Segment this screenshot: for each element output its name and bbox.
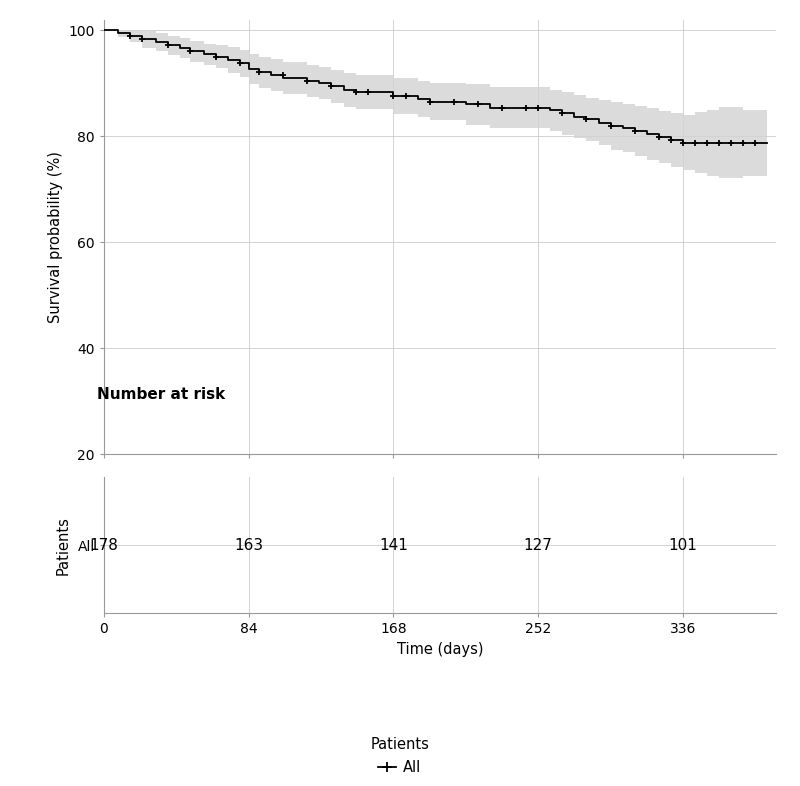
Y-axis label: Patients: Patients (56, 516, 70, 575)
Text: Number at risk: Number at risk (98, 387, 226, 402)
Text: 101: 101 (669, 538, 698, 553)
Text: 178: 178 (90, 538, 118, 553)
X-axis label: Time (days): Time (days) (397, 641, 483, 656)
Legend: All: All (370, 737, 430, 775)
Text: 127: 127 (524, 538, 553, 553)
Text: 141: 141 (379, 538, 408, 553)
Y-axis label: Survival probability (%): Survival probability (%) (48, 151, 63, 323)
Text: 163: 163 (234, 538, 263, 553)
